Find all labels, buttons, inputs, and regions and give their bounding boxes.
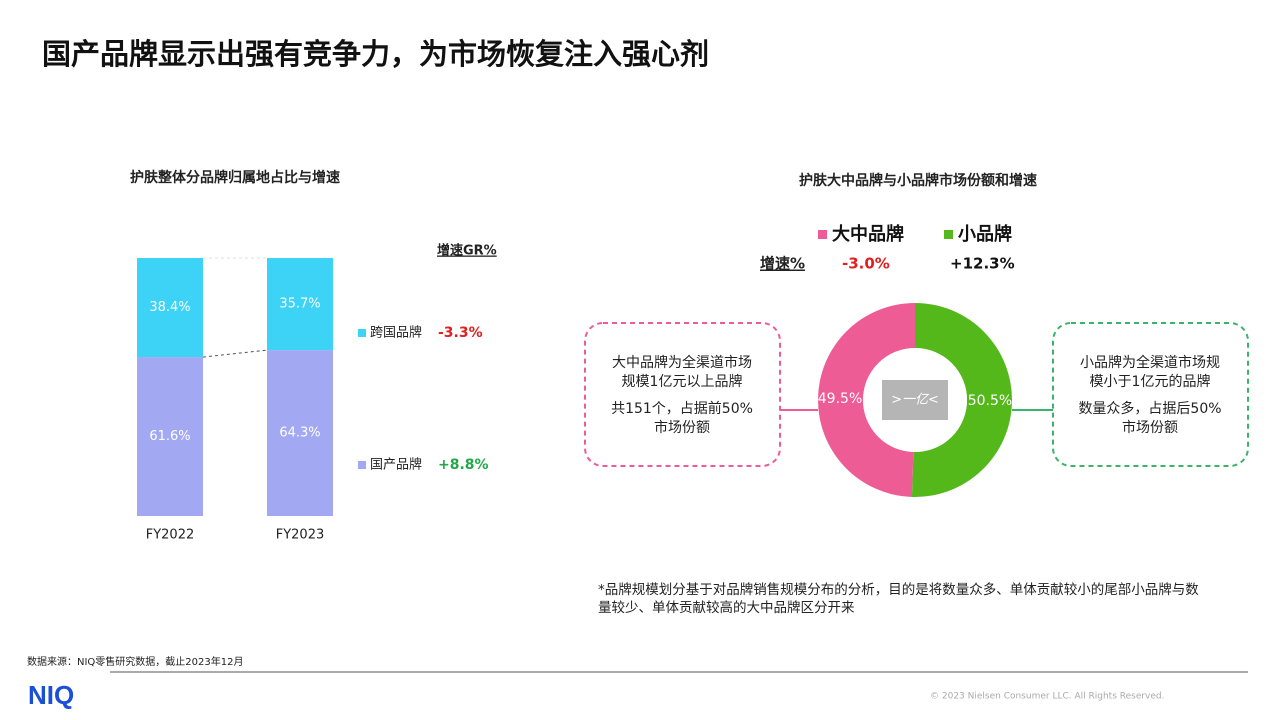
annotation-text: 规模1亿元以上品牌 xyxy=(622,373,743,390)
value-label: 64.3% xyxy=(279,426,320,441)
donut-slice xyxy=(817,303,915,497)
donut-slice xyxy=(911,303,1012,497)
copyright: © 2023 Nielsen Consumer LLC. All Rights … xyxy=(930,692,1165,702)
slide-title: 国产品牌显示出强有竞争力，为市场恢复注入强心剂 xyxy=(42,37,709,71)
x-tick-label: FY2022 xyxy=(146,528,195,543)
legend-label: 国产品牌 xyxy=(370,457,422,473)
center-label: >一亿< xyxy=(891,393,939,408)
annotation-text: 数量众多，占据后50% xyxy=(1078,400,1221,417)
growth-label: -3.3% xyxy=(438,325,483,341)
growth-label: +8.8% xyxy=(438,457,489,473)
bar-segment xyxy=(137,258,203,358)
legend-swatch xyxy=(818,230,827,239)
center-badge xyxy=(882,380,948,420)
value-label: 49.5% xyxy=(818,391,862,407)
value-label: 35.7% xyxy=(279,297,320,312)
footnote: 量较少、单体贡献较高的大中品牌区分开来 xyxy=(598,599,855,616)
x-tick-label: FY2023 xyxy=(276,528,325,543)
bar-segment xyxy=(267,350,333,516)
annotation-text: 共151个，占据前50% xyxy=(611,400,753,417)
growth-header: 增速% xyxy=(760,255,805,273)
logo: NIQ xyxy=(28,680,74,710)
chart-title: 护肤大中品牌与小品牌市场份额和增速 xyxy=(799,172,1037,189)
annotation-box xyxy=(584,322,781,467)
annotation-text: 市场份额 xyxy=(654,419,710,436)
growth-label: -3.0% xyxy=(842,255,890,273)
value-label: 61.6% xyxy=(149,429,190,444)
annotation-text: 大中品牌为全渠道市场 xyxy=(612,354,752,371)
annotation-box xyxy=(1052,322,1249,467)
legend-swatch xyxy=(944,230,953,239)
growth-header: 增速GR% xyxy=(437,243,497,259)
legend-label: 跨国品牌 xyxy=(370,325,422,341)
legend-swatch xyxy=(358,461,366,469)
legend-swatch xyxy=(358,329,366,337)
bar-segment xyxy=(267,258,333,351)
annotation-text: 小品牌为全渠道市场规 xyxy=(1080,354,1220,371)
bar-segment xyxy=(137,357,203,516)
value-label: 38.4% xyxy=(149,300,190,315)
connector xyxy=(202,349,268,358)
chart-title: 护肤整体分品牌归属地占比与增速 xyxy=(130,169,340,186)
footnote: *品牌规模划分基于对品牌销售规模分布的分析，目的是将数量众多、单体贡献较小的尾部… xyxy=(598,581,1199,598)
growth-label: +12.3% xyxy=(950,255,1015,273)
value-label: 50.5% xyxy=(968,393,1012,409)
legend-label: 大中品牌 xyxy=(832,223,904,245)
annotation-text: 模小于1亿元的品牌 xyxy=(1090,373,1211,390)
source: 数据来源：NIQ零售研究数据，截止2023年12月 xyxy=(27,655,243,668)
annotation-text: 市场份额 xyxy=(1122,419,1178,436)
legend-label: 小品牌 xyxy=(958,223,1012,245)
